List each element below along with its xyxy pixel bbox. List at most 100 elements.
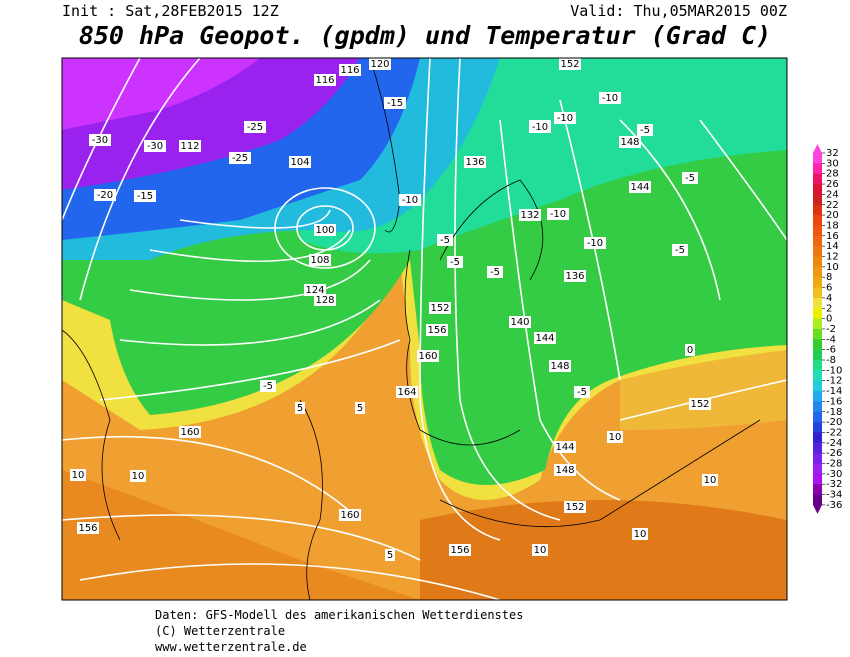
contour-label-box [702, 474, 718, 486]
contour-label-box [369, 58, 391, 70]
colorbar-label: 30 [826, 158, 839, 169]
contour-label: 100 [315, 225, 334, 236]
contour-label-box [449, 544, 471, 556]
contour-label: -25 [247, 122, 263, 133]
colorbar-label: -28 [826, 459, 842, 470]
contour-label-box [417, 350, 439, 362]
contour-label: 10 [534, 545, 547, 556]
colorbar-segment [813, 266, 822, 278]
contour-label-box [437, 234, 453, 246]
colorbar-segment [813, 453, 822, 464]
colorbar-label: -14 [826, 386, 842, 397]
contour-label-box [179, 140, 201, 152]
colorbar-label: -8 [826, 355, 836, 366]
contour-label-box [532, 544, 548, 556]
colorbar-segment [813, 318, 822, 330]
contour-label-box [260, 380, 276, 392]
colorbar-label: 26 [826, 179, 839, 190]
colorbar-label: 12 [826, 252, 839, 263]
contour-label: -5 [263, 381, 273, 392]
colorbar-label: 22 [826, 200, 839, 211]
contour-label-box [672, 244, 688, 256]
colorbar-segment [813, 360, 822, 371]
colorbar-label: -24 [826, 438, 842, 449]
colorbar-segment [813, 370, 822, 381]
colorbar-segment [813, 235, 822, 247]
contour-label: 112 [180, 141, 199, 152]
contour-label: -25 [232, 153, 248, 164]
contour-label: 108 [310, 255, 329, 266]
contour-label-box [689, 398, 711, 410]
contour-label-box [599, 92, 621, 104]
contour-label: 164 [397, 387, 416, 398]
contour-label: 5 [387, 550, 393, 561]
colorbar-label: 32 [826, 148, 839, 159]
colorbar-segment [813, 256, 822, 268]
colorbar-segment [813, 484, 822, 495]
contour-label: -5 [490, 267, 500, 278]
contour-label: -5 [685, 173, 695, 184]
colorbar-segment [813, 411, 822, 423]
colorbar-segment [813, 422, 822, 433]
contour-label-box [429, 302, 451, 314]
contour-label-box [244, 121, 266, 133]
colorbar-segment [813, 349, 822, 361]
contour-label-box [632, 528, 648, 540]
contour-label: -5 [440, 235, 450, 246]
colorbar-label: -16 [826, 396, 842, 407]
contour-label-box [89, 134, 111, 146]
colorbar-label: -32 [826, 479, 842, 490]
colorbar-label: 10 [826, 262, 839, 273]
contour-label-box [509, 316, 531, 328]
contour-label: 0 [687, 345, 693, 356]
colorbar-segment [813, 297, 822, 309]
contour-label-box [464, 156, 486, 168]
contour-label: 160 [340, 510, 359, 521]
contour-label: 144 [630, 182, 649, 193]
contour-label-box [549, 360, 571, 372]
valid-time: Valid: Thu,05MAR2015 00Z [570, 2, 787, 20]
map-field: 152-10-10-5148144-5136-10132-10120116116… [62, 58, 787, 600]
colorbar-label: -30 [826, 469, 842, 480]
contour-label: 124 [305, 285, 324, 296]
colorbar-label: -2 [826, 324, 836, 335]
contour-label: 140 [510, 317, 529, 328]
contour-label: -15 [387, 98, 403, 109]
contour-label-box [447, 256, 463, 268]
footer-url: www.wetterzentrale.de [155, 640, 307, 654]
contour-label-box [426, 324, 448, 336]
contour-label: 10 [72, 470, 85, 481]
colorbar-segment [813, 308, 822, 319]
colorbar-label: -26 [826, 448, 842, 459]
contour-label: 152 [690, 399, 709, 410]
contour-label: 144 [555, 442, 574, 453]
contour-label-box [314, 224, 336, 236]
contour-label-box [547, 208, 569, 220]
contour-label-box [554, 441, 576, 453]
contour-label: 148 [550, 361, 569, 372]
contour-label-box [134, 190, 156, 202]
contour-label-box [179, 426, 201, 438]
contour-label: 160 [418, 351, 437, 362]
colorbar-segment [813, 287, 822, 299]
contour-label-box [534, 332, 556, 344]
contour-label-box [70, 469, 86, 481]
contour-label: -10 [587, 238, 603, 249]
contour-label-box [396, 386, 418, 398]
contour-label-box [385, 549, 395, 561]
contour-label-box [619, 136, 641, 148]
colorbar-segment [813, 194, 822, 206]
colorbar-label: -34 [826, 490, 842, 501]
colorbar-segment [813, 442, 822, 454]
contour-label-box [94, 189, 116, 201]
contour-label: 120 [370, 59, 389, 70]
colorbar-segment [813, 391, 822, 402]
contour-label: 160 [180, 427, 199, 438]
contour-label: -5 [577, 387, 587, 398]
contour-label: -15 [137, 191, 153, 202]
colorbar-label: -10 [826, 365, 842, 376]
contour-label: -10 [550, 209, 566, 220]
contour-label-box [487, 266, 503, 278]
contour-label: -30 [147, 141, 163, 152]
contour-label: 10 [609, 432, 622, 443]
